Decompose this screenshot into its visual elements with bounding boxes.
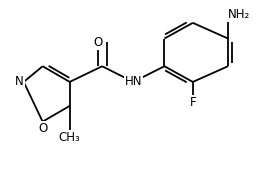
Text: O: O xyxy=(93,36,102,49)
Text: CH₃: CH₃ xyxy=(59,131,81,144)
Text: N: N xyxy=(15,76,24,88)
Text: NH₂: NH₂ xyxy=(228,8,250,21)
Text: HN: HN xyxy=(125,76,142,88)
Text: F: F xyxy=(190,96,196,109)
Text: O: O xyxy=(38,122,47,135)
